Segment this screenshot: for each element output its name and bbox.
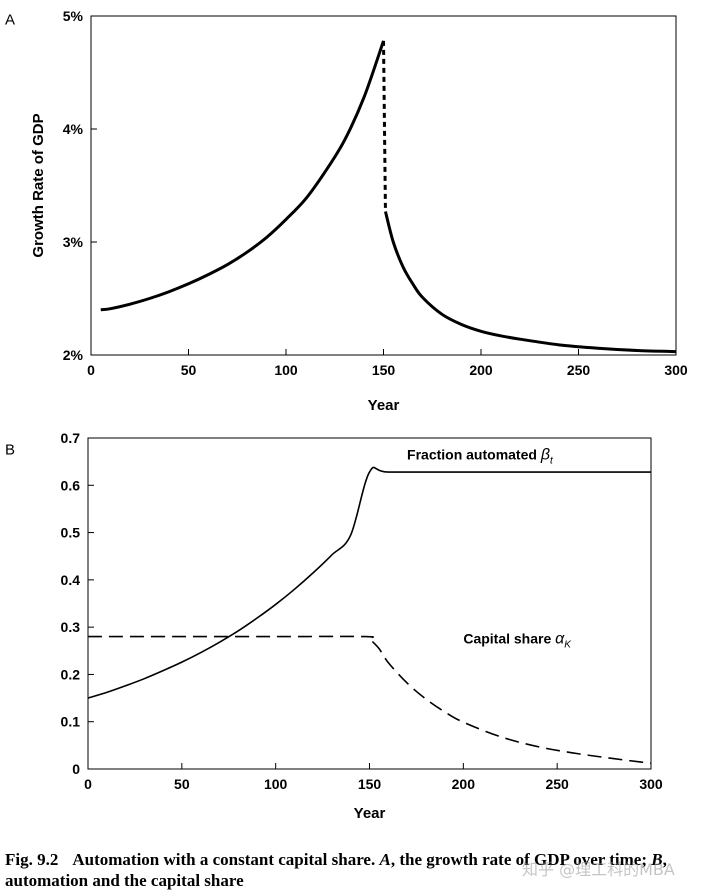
panel-a-x-tick-label: 0 [87, 362, 95, 378]
panel-b-series-fraction-automated [87, 466, 651, 699]
panel-b-letter: B [5, 441, 15, 458]
panel-b-y-tick-label: 0.3 [61, 619, 81, 635]
panel-a: A 0 50 100 150 200 250 300 2% 3% 4% 5% Year Growth Ra… [5, 8, 688, 414]
panel-b-y-tick-label: 0.6 [61, 477, 81, 493]
panel-b-y-tick-label: 0.5 [61, 525, 81, 541]
panel-b-x-tick-label: 100 [264, 776, 288, 792]
panel-b-x-axis-label: Year [354, 805, 386, 822]
panel-a-y-tick-label: 2% [63, 347, 84, 363]
panel-a-x-tick-label: 100 [274, 362, 298, 378]
panel-a-x-tick-label: 200 [469, 362, 493, 378]
caption-text-c: , automation and the capital share [5, 850, 667, 890]
panel-b: B 0 50 100 150 200 250 300 0 0.1 0.2 0.3 0.4 0.5 0.6 0.… [5, 430, 663, 822]
panel-b-series-capital-share [88, 635, 652, 765]
panel-a-y-tick-label: 3% [63, 234, 84, 250]
panel-a-y-tick-label: 4% [63, 121, 84, 137]
panel-b-y-tick-label: 0 [72, 761, 80, 777]
panel-b-x-tick-label: 0 [84, 776, 92, 792]
panel-a-x-axis-label: Year [368, 397, 400, 414]
watermark: 知乎 @理工科的MBA [522, 860, 675, 879]
caption-text-b: , the growth rate of GDP over time; [390, 850, 652, 869]
panel-a-y-axis-label: Growth Rate of GDP [30, 113, 47, 257]
panel-a-letter: A [5, 11, 15, 28]
panel-b-x-tick-label: 200 [452, 776, 476, 792]
panel-b-annotation: Capital share αK [463, 631, 572, 651]
panel-a-series-gdp-growth-post-150 [383, 211, 677, 354]
panel-b-y-tick-label: 0.1 [61, 714, 81, 730]
panel-b-y-tick-label: 0.2 [61, 666, 81, 682]
panel-a-series-jump [382, 40, 387, 212]
figure: A 0 50 100 150 200 250 300 2% 3% 4% 5% Year Growth Ra… [5, 8, 688, 822]
caption-letter-b: B [651, 850, 663, 869]
panel-a-y-tick-label: 5% [63, 8, 84, 24]
panel-b-y-tick-label: 0.4 [61, 572, 81, 588]
panel-b-x-tick-label: 150 [358, 776, 382, 792]
panel-a-x-tick-label: 300 [664, 362, 688, 378]
panel-b-plot-frame [87, 437, 652, 770]
panel-b-x-tick-label: 250 [545, 776, 569, 792]
caption-text-a: Automation with a constant capital share… [72, 850, 380, 869]
panel-b-x-tick-label: 50 [174, 776, 190, 792]
panel-a-plot-frame [90, 15, 677, 356]
panel-a-series-gdp-growth-pre-150 [100, 40, 385, 312]
panel-a-x-tick-label: 50 [181, 362, 197, 378]
caption-letter-a: A [379, 850, 391, 869]
figure-caption: Fig. 9.2 Automation with a constant capit… [5, 849, 710, 891]
panel-b-annotation: Fraction automated βt [407, 446, 554, 466]
caption-label: Fig. 9.2 [5, 850, 59, 869]
panel-b-y-tick-label: 0.7 [61, 430, 81, 446]
panel-a-x-tick-label: 150 [372, 362, 396, 378]
panel-b-x-tick-label: 300 [639, 776, 663, 792]
panel-a-x-tick-label: 250 [567, 362, 591, 378]
